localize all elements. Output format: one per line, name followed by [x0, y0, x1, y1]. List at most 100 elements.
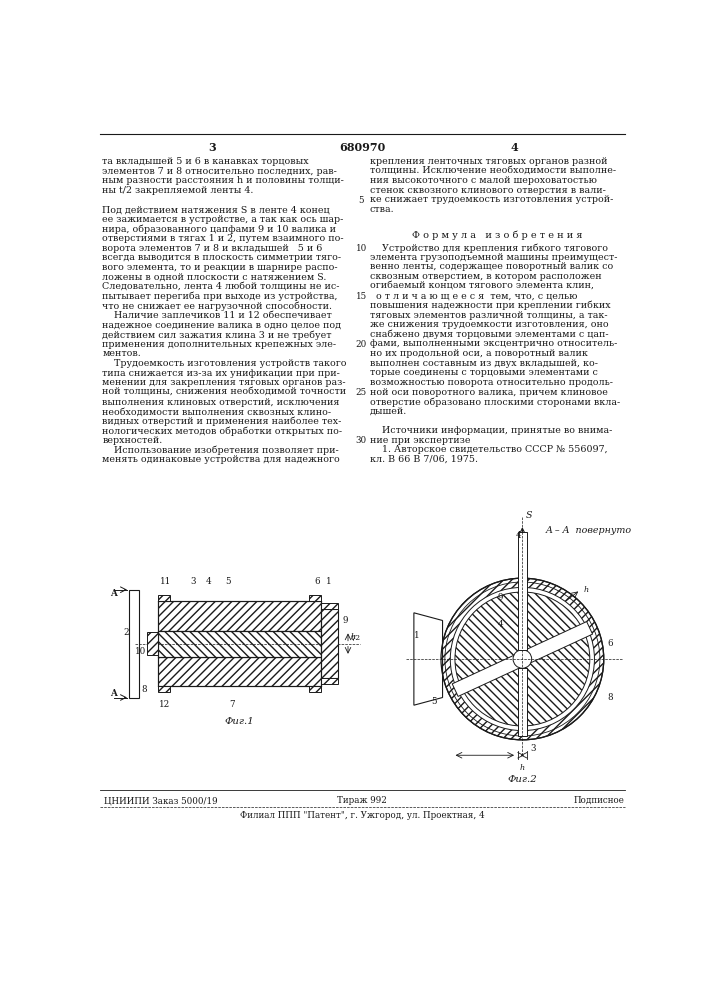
Text: ментов.: ментов.: [103, 349, 141, 358]
Text: элемента грузоподъемной машины преимущест-: элемента грузоподъемной машины преимущес…: [370, 253, 617, 262]
Text: венно ленты, содержащее поворотный валик со: венно ленты, содержащее поворотный валик…: [370, 262, 613, 271]
Text: Трудоемкость изготовления устройств такого: Трудоемкость изготовления устройств тако…: [103, 359, 347, 368]
Text: h: h: [583, 586, 589, 594]
Text: S: S: [525, 511, 532, 520]
Text: типа снижается из-за их унификации при при-: типа снижается из-за их унификации при п…: [103, 369, 340, 378]
Text: пытывает перегиба при выходе из устройства,: пытывает перегиба при выходе из устройст…: [103, 292, 338, 301]
Text: действием сил зажатия клина 3 и не требует: действием сил зажатия клина 3 и не требу…: [103, 330, 332, 340]
Bar: [158, 595, 170, 601]
Text: 5: 5: [358, 196, 364, 205]
Text: повышения надежности при креплении гибких: повышения надежности при креплении гибки…: [370, 301, 610, 310]
Circle shape: [441, 578, 604, 740]
Bar: [158, 657, 321, 686]
Bar: [158, 601, 321, 631]
Text: 20: 20: [356, 340, 367, 349]
Text: ния высокоточного с малой шероховатостью: ния высокоточного с малой шероховатостью: [370, 176, 597, 185]
Bar: [146, 632, 158, 655]
Bar: [158, 595, 170, 601]
Text: что не снижает ее нагрузочной способности.: что не снижает ее нагрузочной способност…: [103, 301, 332, 311]
Text: Филиал ППП "Патент", г. Ужгород, ул. Проектная, 4: Филиал ППП "Патент", г. Ужгород, ул. Про…: [240, 811, 484, 820]
Text: стенок сквозного клинового отверстия в вали-: стенок сквозного клинового отверстия в в…: [370, 186, 606, 195]
Bar: [146, 632, 158, 655]
Bar: [518, 532, 527, 650]
Text: 1. Авторское свидетельство СССР № 556097,: 1. Авторское свидетельство СССР № 556097…: [370, 445, 607, 454]
Text: 2: 2: [124, 628, 129, 637]
Bar: [158, 686, 170, 692]
Text: та вкладышей 5 и 6 в канавках торцовых: та вкладышей 5 и 6 в канавках торцовых: [103, 157, 309, 166]
Text: нира, образованного цапфами 9 и 10 валика и: нира, образованного цапфами 9 и 10 валик…: [103, 224, 337, 234]
Text: сквозным отверстием, в котором расположен: сквозным отверстием, в котором расположе…: [370, 272, 602, 281]
Text: огибаемый концом тягового элемента клин,: огибаемый концом тягового элемента клин,: [370, 282, 594, 291]
Text: ным разности расстояния h и половины толщи-: ным разности расстояния h и половины тол…: [103, 176, 344, 185]
Text: 1: 1: [326, 577, 332, 586]
Circle shape: [513, 650, 532, 668]
Text: выполнен составным из двух вкладышей, ко-: выполнен составным из двух вкладышей, ко…: [370, 359, 597, 368]
Text: 6: 6: [607, 639, 613, 648]
Text: ворота элементов 7 и 8 и вкладышей   5 и 6: ворота элементов 7 и 8 и вкладышей 5 и 6: [103, 244, 322, 253]
Text: толщины. Исключение необходимости выполне-: толщины. Исключение необходимости выполн…: [370, 167, 616, 176]
Text: 680970: 680970: [339, 142, 385, 153]
Text: 1: 1: [414, 631, 419, 640]
Text: 8: 8: [141, 685, 146, 694]
Text: ства.: ства.: [370, 205, 395, 214]
Polygon shape: [452, 622, 592, 696]
Text: ее зажимается в устройстве, а так как ось шар-: ее зажимается в устройстве, а так как ос…: [103, 215, 344, 224]
Text: снабжено двумя торцовыми элементами с цап-: снабжено двумя торцовыми элементами с ца…: [370, 330, 608, 339]
Bar: [321, 609, 338, 678]
Text: всегда выводится в плоскость симметрии тяго-: всегда выводится в плоскость симметрии т…: [103, 253, 341, 262]
Text: A: A: [110, 689, 117, 698]
Bar: [321, 678, 338, 684]
Text: возможностью поворота относительно продоль-: возможностью поворота относительно продо…: [370, 378, 613, 387]
Bar: [158, 631, 321, 657]
Text: ЦНИИПИ Заказ 5000/19: ЦНИИПИ Заказ 5000/19: [104, 796, 218, 805]
Text: нологических методов обработки открытых по-: нологических методов обработки открытых …: [103, 426, 342, 436]
Text: 3: 3: [190, 577, 196, 586]
Bar: [309, 595, 321, 601]
Text: же снижения трудоемкости изготовления, оно: же снижения трудоемкости изготовления, о…: [370, 320, 608, 329]
Circle shape: [455, 592, 590, 726]
Text: Наличие заплечиков 11 и 12 обеспечивает: Наличие заплечиков 11 и 12 обеспечивает: [103, 311, 332, 320]
Bar: [158, 631, 321, 657]
Bar: [321, 678, 338, 684]
Text: 11: 11: [160, 577, 172, 586]
Text: элементов 7 и 8 относительно последних, рав-: элементов 7 и 8 относительно последних, …: [103, 167, 337, 176]
Text: 3: 3: [530, 744, 536, 753]
Text: ной оси поворотного валика, причем клиновое: ной оси поворотного валика, причем клино…: [370, 388, 607, 397]
Text: 3: 3: [209, 142, 216, 153]
Circle shape: [450, 587, 595, 731]
Text: кл. В 66 В 7/06, 1975.: кл. В 66 В 7/06, 1975.: [370, 455, 478, 464]
Text: тяговых элементов различной толщины, а так-: тяговых элементов различной толщины, а т…: [370, 311, 607, 320]
Text: Фиг.1: Фиг.1: [225, 717, 255, 726]
Text: t/2: t/2: [351, 634, 361, 642]
Text: о т л и ч а ю щ е е с я  тем, что, с целью: о т л и ч а ю щ е е с я тем, что, с цель…: [370, 291, 577, 300]
Text: Устройство для крепления гибкого тягового: Устройство для крепления гибкого тяговог…: [370, 243, 608, 253]
Text: Подписное: Подписное: [574, 796, 625, 805]
Text: Тираж 992: Тираж 992: [337, 796, 387, 805]
Text: выполнения клиновых отверстий, исключения: выполнения клиновых отверстий, исключени…: [103, 398, 340, 407]
Text: надежное соединение валика в одно целое под: надежное соединение валика в одно целое …: [103, 321, 341, 330]
Text: Ф о р м у л а   и з о б р е т е н и я: Ф о р м у л а и з о б р е т е н и я: [412, 230, 583, 240]
Bar: [321, 609, 338, 678]
Bar: [158, 657, 321, 686]
Bar: [309, 595, 321, 601]
Text: 12: 12: [158, 700, 170, 709]
Text: 15: 15: [356, 292, 367, 301]
Text: крепления ленточных тяговых органов разной: крепления ленточных тяговых органов разн…: [370, 157, 607, 166]
Text: ной толщины, снижения необходимой точности: ной толщины, снижения необходимой точнос…: [103, 388, 346, 397]
Bar: [518, 668, 527, 736]
Text: h: h: [351, 633, 356, 641]
Text: 5: 5: [225, 577, 230, 586]
Text: отверстие образовано плоскими сторонами вкла-: отверстие образовано плоскими сторонами …: [370, 397, 620, 407]
Text: 4: 4: [516, 531, 522, 540]
Text: торые соединены с торцовыми элементами с: торые соединены с торцовыми элементами с: [370, 368, 597, 377]
Text: 8: 8: [607, 693, 613, 702]
Text: 7: 7: [229, 700, 235, 709]
Text: ложены в одной плоскости с натяжением S.: ложены в одной плоскости с натяжением S.: [103, 272, 327, 281]
Bar: [321, 603, 338, 609]
Bar: [129, 590, 139, 698]
Text: ке снижает трудоемкость изготовления устрой-: ке снижает трудоемкость изготовления уст…: [370, 195, 613, 204]
Text: менять одинаковые устройства для надежного: менять одинаковые устройства для надежно…: [103, 455, 340, 464]
Bar: [309, 686, 321, 692]
Text: 4: 4: [510, 142, 518, 153]
Text: дышей.: дышей.: [370, 407, 407, 416]
